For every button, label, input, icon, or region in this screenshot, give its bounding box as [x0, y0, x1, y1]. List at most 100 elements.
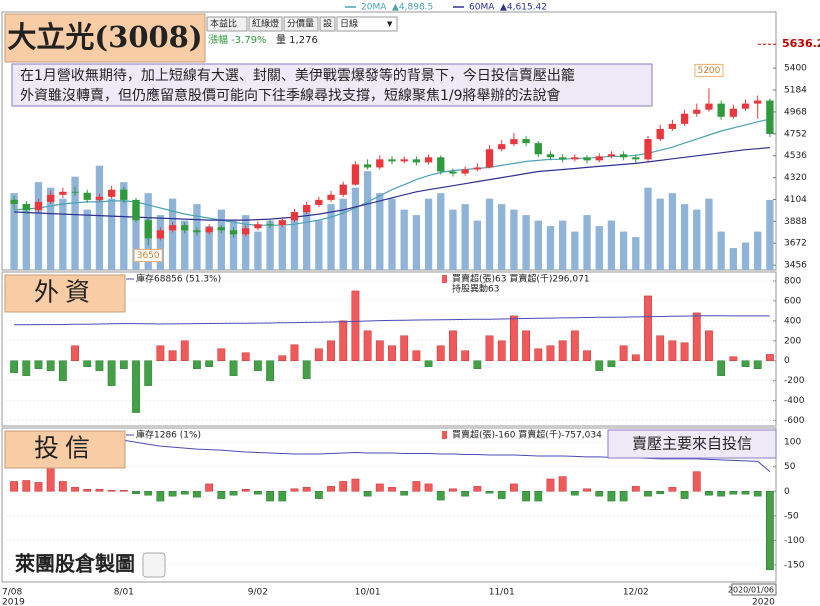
volume-bar — [741, 242, 750, 270]
toolbar-button[interactable] — [336, 16, 398, 32]
bar — [485, 491, 494, 494]
bar — [71, 487, 79, 492]
candle-body — [168, 225, 177, 231]
bar — [497, 491, 506, 499]
annotation-box — [11, 63, 653, 107]
toolbar-label[interactable]: 設 — [323, 18, 332, 30]
legend-value: ▲4,898.5 — [392, 3, 433, 13]
candle-body — [595, 156, 603, 161]
bar — [314, 348, 323, 361]
volume-bar — [132, 204, 140, 270]
annotation-box — [607, 429, 777, 459]
bar — [473, 360, 482, 369]
dropdown-arrow: ▼ — [387, 20, 393, 28]
bar — [83, 489, 92, 492]
candle-body — [144, 220, 152, 239]
candle-body — [619, 154, 628, 158]
x-tick-label: 8/01 — [114, 588, 134, 598]
toolbar-button[interactable] — [283, 16, 319, 32]
x-tick-label: 7/08 — [2, 588, 22, 598]
candle-body — [71, 191, 79, 193]
toolbar-label[interactable]: 本益比 — [210, 18, 237, 30]
bar — [729, 491, 738, 495]
title-box — [4, 13, 206, 63]
y-tick-label: 0 — [784, 356, 790, 366]
toolbar-button[interactable] — [319, 16, 336, 32]
bar — [83, 360, 92, 367]
toolbar-button[interactable] — [248, 16, 283, 32]
volume-bar — [205, 226, 213, 270]
volume-bar — [510, 209, 518, 270]
annotation: 在1月營收無期待，加上短線有大選、封關、美伊戰雲爆發等的背景下，今日投信賣壓出籠 — [20, 67, 575, 84]
y-tick-label: 0 — [784, 487, 790, 497]
toolbar-label[interactable]: 紅綠燈 — [252, 18, 279, 30]
change-label: 漲幅 -3.79% — [208, 33, 267, 46]
bar — [619, 345, 628, 361]
candle-body — [229, 230, 238, 235]
bar — [132, 491, 140, 494]
candle-body — [59, 191, 67, 195]
candle-body — [47, 194, 55, 202]
bar — [327, 486, 335, 492]
toolbar-label[interactable]: 分價量 — [287, 19, 314, 30]
bar — [412, 350, 421, 361]
bar — [583, 350, 591, 361]
bar — [107, 490, 116, 492]
candle-body — [95, 196, 104, 200]
ma-line — [14, 118, 771, 226]
watermark: 萊團股倉製圖 — [14, 552, 135, 576]
volume-bar — [607, 220, 616, 270]
y-tick-label: -50 — [784, 511, 799, 521]
volume-bar — [583, 215, 591, 270]
bar — [193, 491, 201, 498]
volume-bar — [766, 199, 774, 270]
y-tick-label: -600 — [784, 416, 805, 426]
bar — [58, 481, 67, 492]
bar — [558, 476, 567, 492]
volume-bar — [485, 198, 494, 270]
bar — [583, 488, 591, 492]
bar — [424, 360, 433, 367]
toolbar-label[interactable]: 日線 — [340, 18, 358, 30]
candle-body — [266, 224, 274, 226]
bar — [132, 360, 140, 413]
bar — [375, 483, 384, 492]
candle-body — [217, 227, 225, 231]
bar — [729, 356, 738, 361]
bar — [717, 491, 726, 497]
volume-bar — [388, 198, 396, 270]
bar — [436, 491, 445, 501]
volume-bar — [229, 220, 238, 270]
panel-title: 投信 — [34, 434, 96, 463]
bar — [290, 488, 299, 492]
candle-body — [193, 230, 201, 233]
bar — [205, 483, 214, 492]
bar — [692, 471, 701, 492]
candle-body — [485, 149, 494, 168]
candle-body — [156, 230, 165, 239]
bar — [741, 360, 750, 367]
bar — [327, 340, 335, 361]
candle-body — [303, 204, 311, 213]
panel-info: 持股異動63 — [452, 283, 499, 295]
candle-body — [717, 103, 725, 117]
candle-body — [607, 154, 616, 157]
candle-body — [693, 109, 701, 114]
bar — [168, 350, 177, 361]
volume-bar — [315, 220, 323, 270]
bar — [253, 360, 262, 371]
bar — [449, 488, 457, 492]
bar — [570, 330, 579, 361]
volume-bar — [729, 248, 737, 270]
volume-bar — [595, 226, 603, 270]
volume-bar — [242, 215, 250, 270]
toolbar-button[interactable] — [206, 16, 248, 32]
volume-bar — [498, 204, 506, 270]
bar — [668, 487, 677, 492]
price-tag: 5636.2 — [782, 37, 820, 50]
candle-body — [120, 189, 128, 200]
y-tick-label: 5184 — [784, 86, 807, 96]
volume-bar — [473, 220, 481, 270]
annotation: 外資雖沒轉賣，但仍應留意股價可能向下往季線尋找支撐，短線聚焦1/9將舉辦的法說會 — [20, 87, 561, 104]
volume-bar — [559, 220, 567, 270]
